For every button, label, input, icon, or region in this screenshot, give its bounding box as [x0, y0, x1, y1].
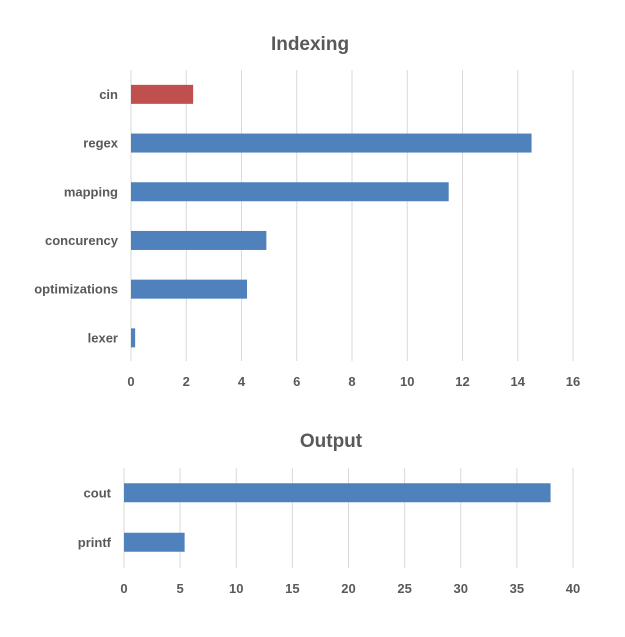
- category-label-mapping: mapping: [64, 184, 118, 199]
- output-tick-label: 10: [229, 581, 243, 596]
- bar-cout: [124, 483, 551, 503]
- indexing-tick-label: 6: [293, 374, 300, 389]
- output-tick-label: 35: [510, 581, 524, 596]
- bar-mapping: [131, 182, 449, 202]
- category-label-cin: cin: [99, 87, 118, 102]
- indexing-tick-label: 0: [127, 374, 134, 389]
- bar-regex: [131, 133, 532, 153]
- output-tick-label: 15: [285, 581, 299, 596]
- indexing-chart: Indexing cin regex mapping concurency optimi…: [34, 34, 580, 389]
- category-label-cout: cout: [84, 485, 112, 500]
- output-category-labels: cout printf: [78, 485, 112, 550]
- indexing-tick-label: 8: [348, 374, 355, 389]
- bar-lexer: [131, 328, 136, 348]
- category-label-concurency: concurency: [45, 233, 119, 248]
- output-tick-label: 25: [397, 581, 411, 596]
- output-tick-label: 5: [177, 581, 184, 596]
- indexing-tick-label: 2: [183, 374, 190, 389]
- indexing-tick-labels: 0 2 4 6 8 10 12 14 16: [127, 374, 580, 389]
- output-tick-label: 30: [454, 581, 468, 596]
- indexing-tick-label: 14: [511, 374, 526, 389]
- bar-optimizations: [131, 279, 248, 299]
- indexing-tick-label: 10: [400, 374, 414, 389]
- indexing-tick-label: 16: [566, 374, 580, 389]
- indexing-tick-label: 12: [455, 374, 469, 389]
- indexing-category-labels: cin regex mapping concurency optimizations le…: [34, 87, 119, 346]
- bar-printf: [124, 532, 185, 552]
- indexing-bars: [131, 84, 532, 348]
- category-label-printf: printf: [78, 535, 112, 550]
- output-chart: Output cout printf 0 5 10 15 20 25 30 35 40: [78, 431, 580, 596]
- output-chart-title: Output: [300, 431, 363, 452]
- indexing-chart-title: Indexing: [271, 34, 349, 55]
- output-bars: [124, 483, 551, 552]
- output-tick-label: 0: [120, 581, 127, 596]
- category-label-lexer: lexer: [88, 330, 118, 345]
- indexing-tick-label: 4: [238, 374, 246, 389]
- category-label-regex: regex: [83, 136, 118, 151]
- output-tick-label: 20: [341, 581, 355, 596]
- indexing-gridlines: [130, 70, 574, 361]
- bar-concurency: [131, 230, 267, 250]
- output-gridlines: [123, 468, 574, 568]
- category-label-optimizations: optimizations: [34, 282, 118, 297]
- output-tick-labels: 0 5 10 15 20 25 30 35 40: [120, 581, 580, 596]
- bar-cin: [131, 84, 194, 104]
- output-tick-label: 40: [566, 581, 580, 596]
